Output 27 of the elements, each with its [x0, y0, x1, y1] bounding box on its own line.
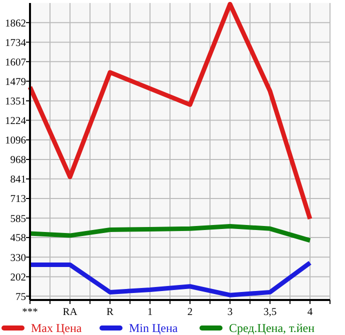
- x-tick-label: RA: [62, 307, 78, 318]
- y-tick-label: 1479: [5, 76, 26, 88]
- y-tick-label: 202: [10, 272, 26, 284]
- x-tick-label: 4: [307, 307, 314, 318]
- y-tick-label: 330: [10, 252, 26, 264]
- y-tick-label: 585: [10, 214, 26, 225]
- y-tick-label: 1862: [5, 18, 26, 30]
- y-tick-label: 1734: [5, 38, 27, 49]
- x-tick-label: R: [106, 307, 114, 318]
- legend-label: Min Цена: [129, 321, 178, 335]
- x-tick-label: 1: [147, 307, 153, 318]
- y-tick-label: 1096: [5, 136, 26, 147]
- y-tick-label: 1351: [5, 96, 26, 108]
- y-tick-label: 75: [16, 292, 26, 303]
- line-series: [28, 2, 312, 222]
- y-tick-label: 968: [10, 155, 26, 166]
- y-tick-label: 1224: [5, 116, 27, 127]
- y-tick-label: 713: [10, 194, 26, 206]
- x-tick-label: 3: [227, 307, 233, 318]
- y-tick-label: 458: [10, 233, 26, 244]
- x-tick-label: 3,5: [263, 307, 277, 318]
- y-tick-label: 1607: [5, 57, 26, 68]
- legend-label: Max Цена: [31, 321, 82, 335]
- x-tick-label: 2: [187, 307, 193, 318]
- y-tick-label: 841: [10, 174, 26, 186]
- x-tick-label: ***: [22, 307, 38, 318]
- legend-label: Сред.Цена, т.йен: [229, 321, 316, 335]
